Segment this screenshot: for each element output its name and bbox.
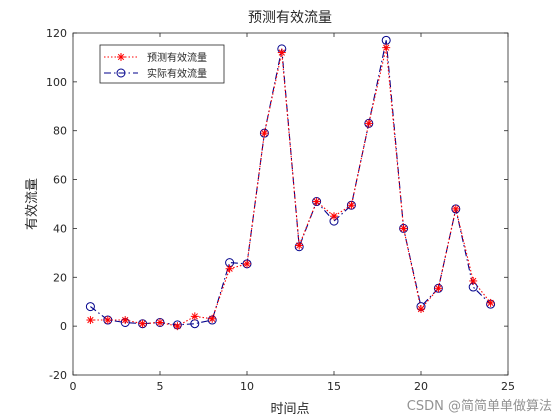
x-tick-label: 5 xyxy=(157,380,164,393)
x-tick-label: 25 xyxy=(501,380,515,393)
data-point-predicted xyxy=(486,298,495,307)
data-point-predicted xyxy=(347,201,356,210)
chart-title: 预测有效流量 xyxy=(248,10,332,26)
data-point-actual xyxy=(85,302,95,312)
data-point-predicted xyxy=(225,264,234,273)
data-point-predicted xyxy=(86,316,95,325)
data-point-predicted xyxy=(295,241,304,250)
legend: 预测有效流量 实际有效流量 xyxy=(99,44,225,84)
y-tick-label: 0 xyxy=(60,320,67,333)
legend-marker-asterisk xyxy=(117,53,125,61)
y-tick-label: 60 xyxy=(53,174,67,187)
y-tick-label: 80 xyxy=(53,125,67,138)
data-point-predicted xyxy=(103,316,112,325)
data-point-predicted xyxy=(451,204,460,213)
legend-label-actual: 实际有效流量 xyxy=(147,67,207,80)
data-point-predicted xyxy=(399,224,408,233)
data-point-predicted xyxy=(260,129,269,138)
y-tick-label: -20 xyxy=(49,369,67,382)
y-tick-label: 40 xyxy=(53,222,67,235)
data-point-predicted xyxy=(243,259,251,268)
plot-series xyxy=(85,35,496,331)
legend-marker-circle xyxy=(116,68,126,78)
data-point-predicted xyxy=(417,305,425,314)
data-point-predicted xyxy=(121,316,130,325)
legend-label-predicted: 预测有效流量 xyxy=(147,51,207,64)
data-point-predicted xyxy=(173,322,182,331)
data-point-predicted xyxy=(156,318,164,327)
data-point-predicted xyxy=(208,314,217,323)
y-tick-label: 20 xyxy=(53,271,67,284)
data-point-predicted xyxy=(364,119,373,128)
watermark: CSDN @简简单单做算法 xyxy=(406,399,552,414)
data-point-predicted xyxy=(190,312,199,321)
x-tick-label: 15 xyxy=(327,380,341,393)
y-tick-label: 100 xyxy=(46,76,67,89)
data-point-predicted xyxy=(469,276,478,285)
plot-area xyxy=(72,32,509,376)
data-point-predicted xyxy=(382,43,391,52)
x-tick-label: 10 xyxy=(240,380,254,393)
y-axis-label: 有效流量 xyxy=(25,178,40,230)
data-point-predicted xyxy=(277,48,286,57)
legend-circle xyxy=(116,68,126,78)
x-tick-label: 20 xyxy=(414,380,428,393)
data-point-predicted xyxy=(312,197,321,206)
data-point-predicted xyxy=(434,284,443,293)
x-axis-label: 时间点 xyxy=(270,402,309,417)
x-tick-label: 0 xyxy=(70,380,77,393)
data-point-predicted xyxy=(330,212,338,221)
y-tick-label: 120 xyxy=(46,27,67,40)
legend-asterisk xyxy=(117,53,125,61)
data-point-predicted xyxy=(138,319,147,328)
